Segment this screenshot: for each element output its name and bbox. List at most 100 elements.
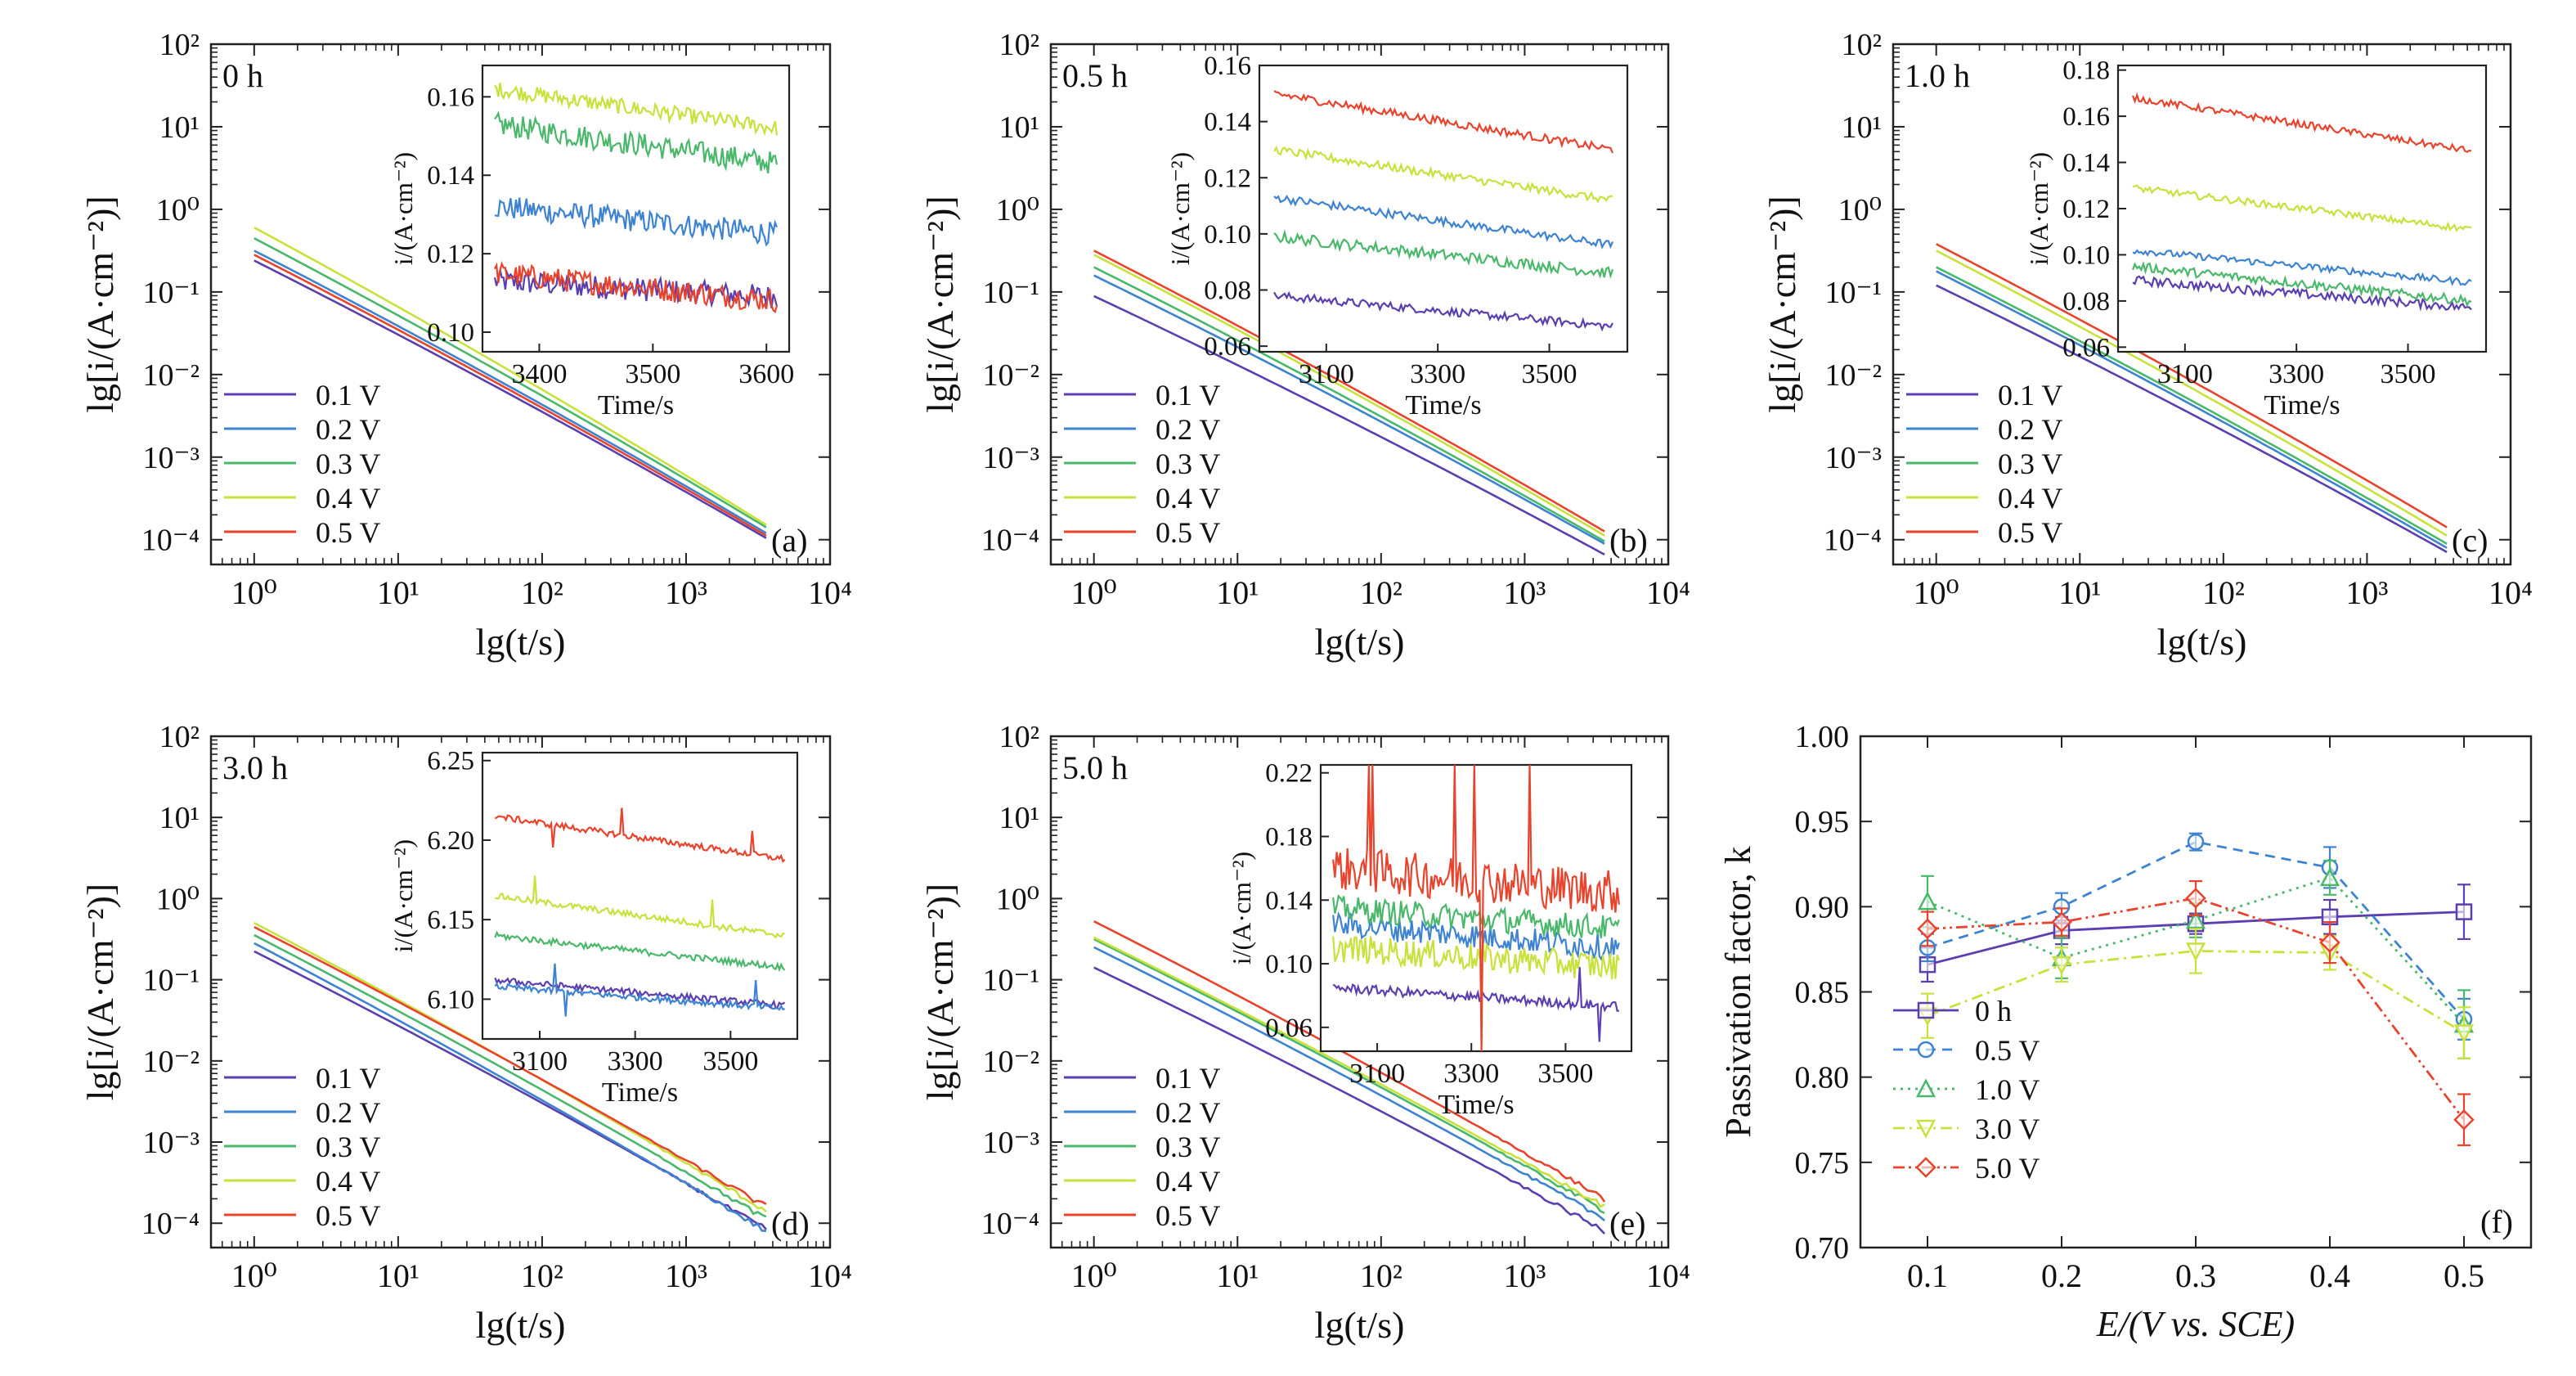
legend-label: 0.1 V <box>316 1062 380 1095</box>
y-tick-label: 10¹ <box>1842 110 1882 145</box>
y-tick-label: 10² <box>999 28 1039 62</box>
y-tick-label: 0.80 <box>1795 1061 1850 1095</box>
legend-label: 3.0 V <box>1975 1113 2040 1145</box>
series-line-02V <box>1093 946 1605 1222</box>
legend-label: 0.5 V <box>316 516 380 549</box>
y-tick-label: 10¹ <box>999 110 1039 145</box>
series-line-03V <box>1093 266 1605 542</box>
series-line-02V <box>1093 274 1605 545</box>
inset-x-tick-label: 3500 <box>702 1046 758 1077</box>
legend-label: 0.4 V <box>1156 1165 1220 1198</box>
series-line-50h <box>1927 897 2466 1121</box>
series-line-05V <box>254 925 767 1205</box>
y-tick-label: 0.95 <box>1795 805 1850 839</box>
x-tick-label: 10³ <box>1503 1257 1546 1294</box>
x-tick-label: 10⁴ <box>1646 574 1690 611</box>
x-axis-label: lg(t/s) <box>476 1304 566 1346</box>
data-marker <box>2453 1024 2475 1044</box>
y-tick-label: 0.85 <box>1795 976 1850 1010</box>
inset-series-line <box>1273 195 1614 250</box>
series-line-02V <box>254 942 766 1232</box>
inset-series-line <box>2132 275 2472 312</box>
x-tick-label: 10⁰ <box>231 574 277 611</box>
data-marker <box>1917 918 1938 940</box>
inset-x-tick-label: 3300 <box>2269 359 2324 389</box>
inset-x-tick-label: 3500 <box>625 359 680 389</box>
inset-series-line <box>494 83 779 137</box>
inset-y-tick-label: 0.06 <box>2062 333 2110 362</box>
legend-label: 0.2 V <box>316 1096 380 1129</box>
y-axis-label: Passivation factor, k <box>1718 846 1758 1137</box>
inset-series-line <box>1273 290 1613 332</box>
x-tick-label: 10² <box>521 574 563 611</box>
y-tick-label: 0.90 <box>1795 890 1850 924</box>
inset-y-tick-label: 0.14 <box>427 161 474 191</box>
inset-y-tick-label: 0.16 <box>2062 102 2110 132</box>
series-line-01V <box>1093 295 1605 556</box>
x-tick-label: 10⁴ <box>808 1257 852 1294</box>
inset-y-tick-label: 0.06 <box>1265 1014 1313 1043</box>
y-axis-label: lg[i/(A·cm⁻²)] <box>79 884 121 1100</box>
x-tick-label: 10³ <box>2345 574 2388 611</box>
legend-label: 0.3 V <box>316 447 380 480</box>
y-tick-label: 10¹ <box>999 801 1039 835</box>
inset-y-axis-label: i/(A·cm⁻²) <box>388 839 418 952</box>
y-tick-label: 10⁻⁴ <box>981 524 1039 558</box>
legend-label: 0.1 V <box>1156 379 1220 411</box>
x-tick-label: 10² <box>521 1257 563 1294</box>
inset-x-tick-label: 3500 <box>1537 1059 1593 1089</box>
inset-y-tick-label: 0.16 <box>1204 52 1251 81</box>
inset-series-line <box>2132 249 2472 286</box>
inset-y-axis-label: i/(A·cm⁻²) <box>2024 152 2053 265</box>
inset-series-line <box>1332 967 1619 1042</box>
legend-label: 0.5 V <box>1156 1199 1220 1232</box>
inset-series-line <box>2132 184 2472 232</box>
y-tick-label: 10⁰ <box>156 193 200 227</box>
inset-y-axis-label: i/(A·cm⁻²) <box>1165 152 1195 265</box>
series-line-05V <box>1093 250 1605 533</box>
x-tick-label: 0.4 <box>2309 1257 2350 1294</box>
x-tick-label: 10¹ <box>377 574 420 611</box>
series-line-03V <box>1093 938 1605 1214</box>
x-tick-label: 10² <box>1360 1257 1402 1294</box>
x-tick-label: 10⁴ <box>1646 1257 1690 1294</box>
series-line-01V <box>1936 284 2448 554</box>
y-tick-label: 1.00 <box>1795 720 1850 754</box>
inset-series-line <box>2131 260 2472 308</box>
legend-label: 0.4 V <box>316 482 380 515</box>
y-tick-label: 10⁻¹ <box>983 276 1039 310</box>
inset-series-line <box>1273 229 1614 279</box>
legend-label: 0 h <box>1975 995 2012 1028</box>
series-line-01V <box>1093 966 1606 1235</box>
x-tick-label: 10⁰ <box>231 1257 277 1294</box>
data-marker <box>2185 910 2206 929</box>
y-tick-label: 10² <box>159 720 200 754</box>
y-tick-label: 10⁻² <box>1825 358 1882 393</box>
legend-label: 0.3 V <box>1998 447 2062 480</box>
y-tick-label: 10⁻³ <box>1825 441 1882 475</box>
panel-letter: (d) <box>771 1205 810 1242</box>
y-tick-label: 10² <box>159 28 200 62</box>
series-line-02V <box>254 250 767 534</box>
legend-label: 0.4 V <box>1156 482 1220 515</box>
inset-y-tick-label: 6.25 <box>427 747 474 776</box>
data-marker <box>2051 911 2072 933</box>
legend-label: 0.1 V <box>1156 1062 1220 1095</box>
inset: 3400 3500 3600 0.10 0.12 0.14 0.16 Time/s i/(A·c… <box>388 64 794 420</box>
legend-label: 0.2 V <box>1998 413 2062 446</box>
inset-y-tick-label: 6.20 <box>427 826 474 856</box>
inset-series-line <box>1332 764 1620 1052</box>
series-line-04V <box>254 226 767 526</box>
panel-a: 10⁰ 10¹ 10² 10³ 10⁴ 10⁻⁴ 10⁻³ 10⁻² 10⁻¹ 10⁰ 10¹ 10²… <box>79 28 852 663</box>
inset-x-tick-label: 3300 <box>1410 359 1465 389</box>
inset-y-tick-label: 0.14 <box>1204 108 1251 137</box>
x-tick-label: 10³ <box>665 574 707 611</box>
inset-x-axis-label: Time/s <box>2264 390 2340 420</box>
x-tick-label: 10³ <box>1503 574 1546 611</box>
legend-label: 1.0 V <box>1975 1073 2040 1106</box>
legend-label: 0.5 V <box>1998 516 2062 549</box>
y-tick-label: 10⁻¹ <box>143 964 200 998</box>
y-tick-label: 10⁻⁴ <box>981 1207 1039 1241</box>
y-tick-label: 10⁻¹ <box>1825 276 1882 310</box>
